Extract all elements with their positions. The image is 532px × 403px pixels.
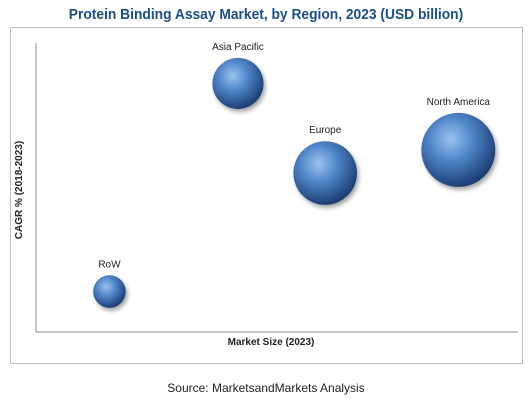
bubble-label-north-america: North America: [427, 97, 491, 108]
bubble-label-row: RoW: [98, 259, 121, 270]
source-note: Source: MarketsandMarkets Analysis: [167, 381, 365, 395]
chart-title: Protein Binding Assay Market, by Region,…: [68, 6, 464, 23]
bubble-label-europe: Europe: [309, 125, 342, 136]
bubble-row: [93, 275, 126, 308]
bubble-north-america: [421, 112, 496, 187]
chart-frame: [10, 27, 523, 364]
bubble-europe: [293, 141, 358, 205]
bubble-label-asia-pacific: Asia Pacific: [212, 42, 264, 53]
y-axis-title: CAGR % (2018-2023): [14, 141, 25, 239]
x-axis-title: Market Size (2023): [228, 337, 315, 348]
bubble-asia-pacific: [212, 57, 264, 109]
